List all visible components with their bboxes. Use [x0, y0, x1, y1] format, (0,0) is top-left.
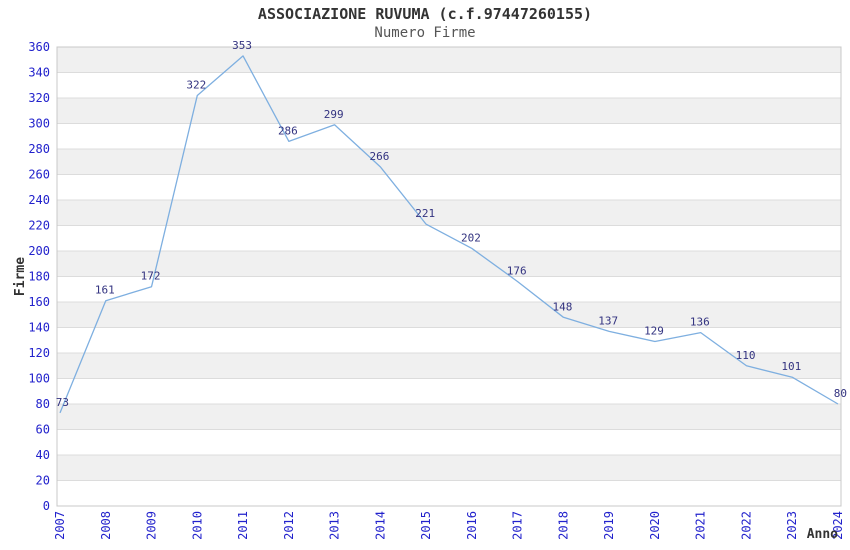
- plot-band: [57, 302, 841, 328]
- x-tick-label: 2016: [465, 511, 479, 540]
- data-label: 110: [736, 349, 756, 362]
- plot-band: [57, 429, 841, 455]
- data-label: 286: [278, 124, 298, 137]
- plot-band: [57, 378, 841, 404]
- data-label: 221: [415, 207, 435, 220]
- x-tick-label: 2020: [648, 511, 662, 540]
- x-tick-label: 2007: [53, 511, 67, 540]
- plot-band: [57, 480, 841, 506]
- data-label: 136: [690, 316, 710, 329]
- y-tick-label: 160: [28, 295, 50, 309]
- y-tick-label: 120: [28, 346, 50, 360]
- plot-band: [57, 455, 841, 481]
- y-axis-title: Firme: [13, 257, 28, 296]
- data-label: 148: [553, 300, 573, 313]
- data-label: 172: [141, 270, 161, 283]
- x-tick-label: 2013: [328, 511, 342, 540]
- y-tick-label: 100: [28, 372, 50, 386]
- x-tick-label: 2014: [373, 511, 387, 540]
- y-tick-label: 140: [28, 321, 50, 335]
- data-label: 353: [232, 39, 252, 52]
- y-tick-label: 260: [28, 168, 50, 182]
- plot-band: [57, 276, 841, 302]
- plot-band: [57, 200, 841, 226]
- y-tick-label: 180: [28, 270, 50, 284]
- data-label: 202: [461, 231, 481, 244]
- y-tick-label: 220: [28, 219, 50, 233]
- y-tick-label: 280: [28, 142, 50, 156]
- data-label: 137: [598, 314, 618, 327]
- x-tick-label: 2017: [511, 511, 525, 540]
- y-tick-label: 320: [28, 91, 50, 105]
- y-tick-label: 80: [36, 397, 50, 411]
- x-tick-label: 2024: [831, 511, 845, 540]
- data-label: 101: [781, 360, 801, 373]
- plot-band: [57, 47, 841, 73]
- plot-band: [57, 149, 841, 175]
- x-tick-label: 2021: [694, 511, 708, 540]
- data-label: 80: [834, 387, 847, 400]
- plot-band: [57, 353, 841, 379]
- plot-band: [57, 251, 841, 277]
- x-tick-label: 2023: [785, 511, 799, 540]
- x-tick-label: 2010: [190, 511, 204, 540]
- chart-title: ASSOCIAZIONE RUVUMA (c.f.97447260155): [257, 5, 593, 23]
- data-label: 73: [56, 396, 69, 409]
- plot-band: [57, 404, 841, 430]
- data-label: 266: [369, 150, 389, 163]
- plot-band: [57, 98, 841, 124]
- data-line: [59, 55, 839, 414]
- x-tick-label: 2015: [419, 511, 433, 540]
- data-label: 299: [324, 108, 344, 121]
- x-tick-label: 2022: [739, 511, 753, 540]
- y-tick-label: 360: [28, 40, 50, 54]
- x-axis-title: Anno: [807, 527, 838, 542]
- data-label: 129: [644, 325, 664, 338]
- chart-subtitle: Numero Firme: [374, 25, 476, 41]
- plot-band: [57, 174, 841, 200]
- plot-band: [57, 123, 841, 149]
- plot-border: [56, 46, 842, 507]
- data-label: 322: [186, 78, 206, 91]
- y-tick-label: 60: [36, 423, 50, 437]
- plot-band: [57, 225, 841, 251]
- y-tick-label: 0: [43, 499, 50, 513]
- y-tick-label: 240: [28, 193, 50, 207]
- y-tick-label: 20: [36, 474, 50, 488]
- x-tick-label: 2018: [556, 511, 570, 540]
- x-tick-label: 2008: [99, 511, 113, 540]
- y-tick-label: 200: [28, 244, 50, 258]
- data-label: 161: [95, 284, 115, 297]
- x-tick-label: 2012: [282, 511, 296, 540]
- y-tick-label: 300: [28, 117, 50, 131]
- x-tick-label: 2009: [145, 511, 159, 540]
- y-tick-label: 340: [28, 66, 50, 80]
- y-tick-label: 40: [36, 448, 50, 462]
- data-label: 176: [507, 265, 527, 278]
- plot-band: [57, 72, 841, 98]
- x-tick-label: 2019: [602, 511, 616, 540]
- x-tick-label: 2011: [236, 511, 250, 540]
